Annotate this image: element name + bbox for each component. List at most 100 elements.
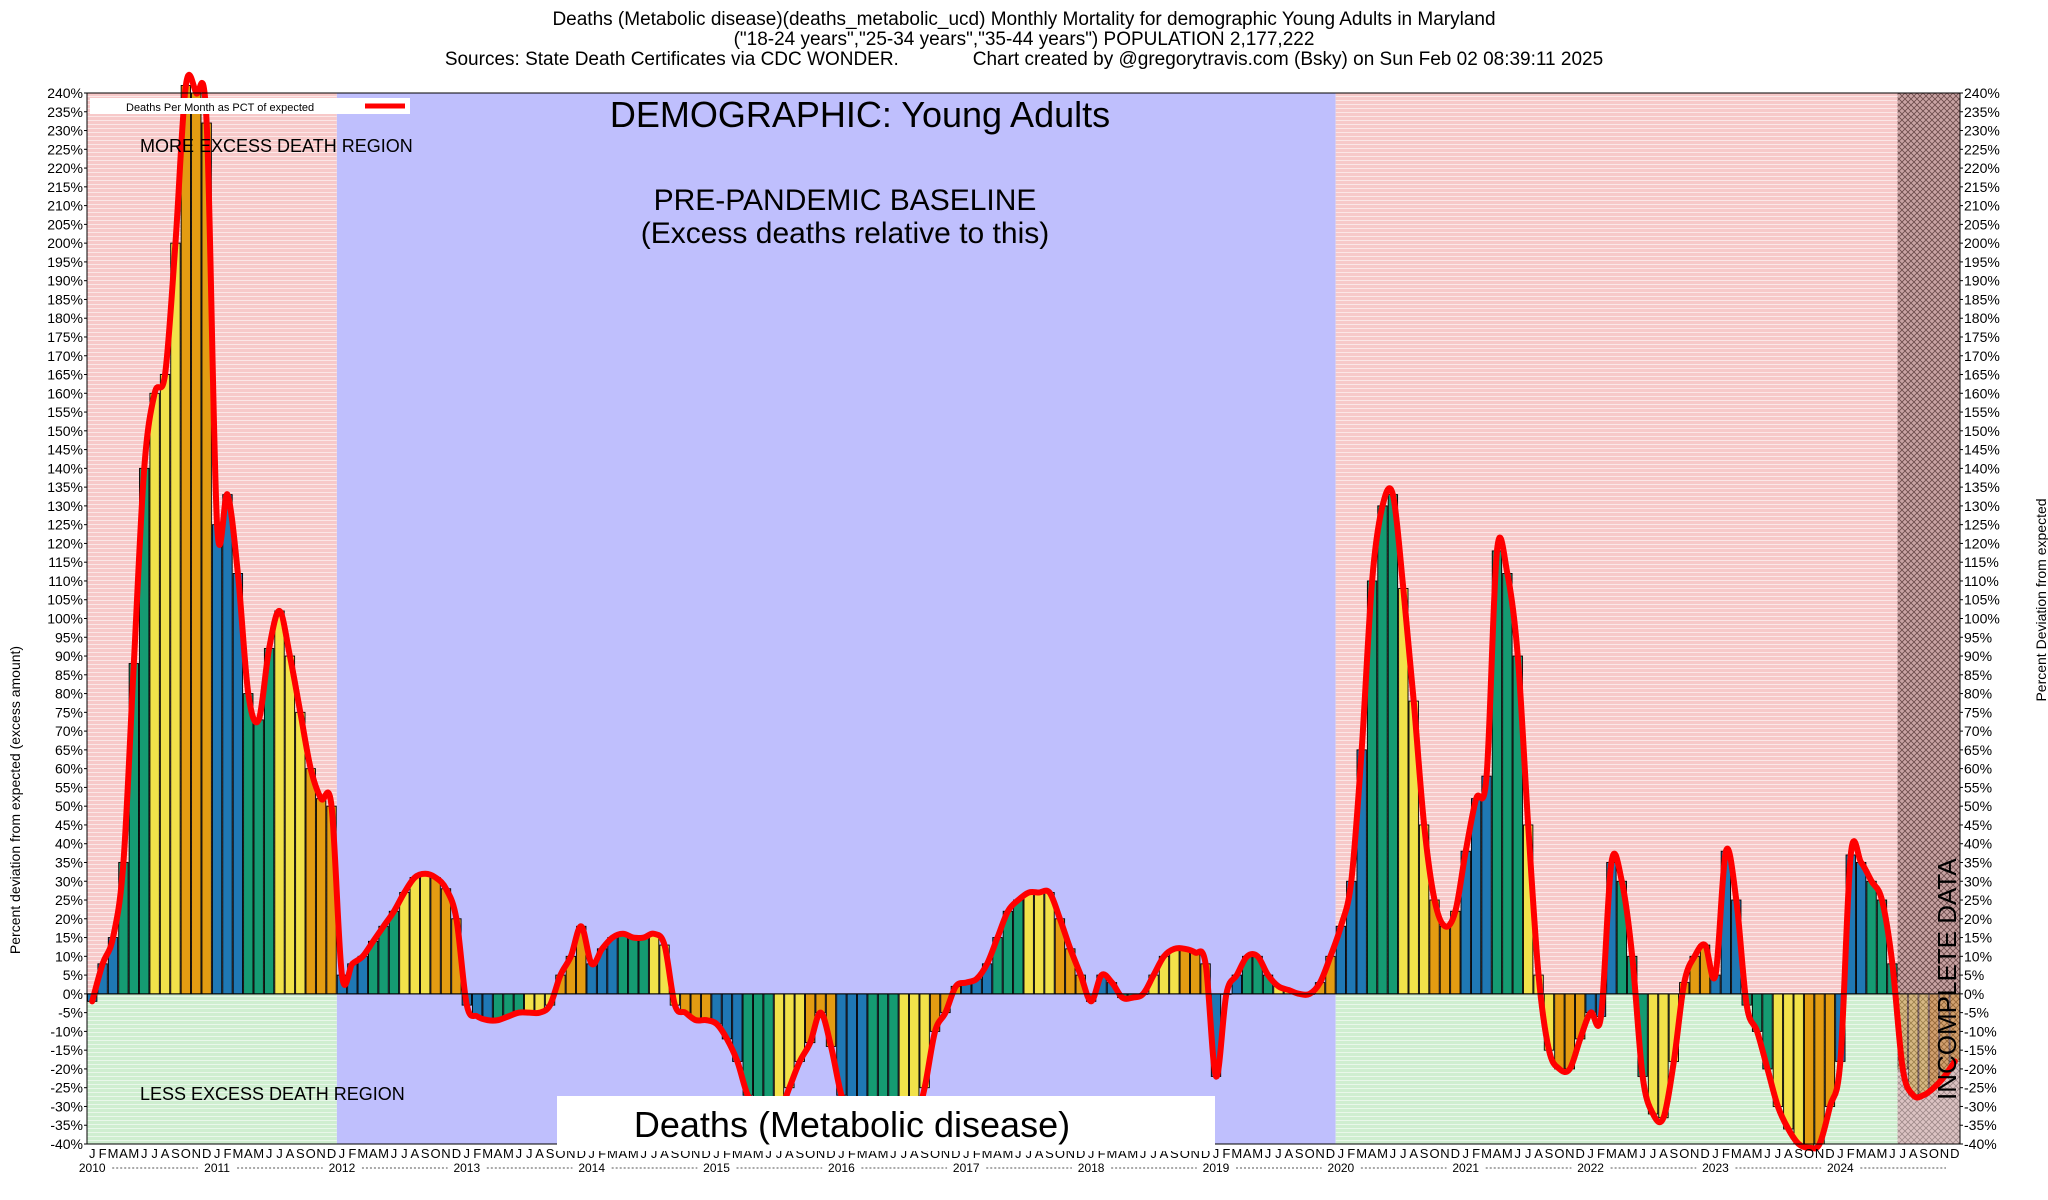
y-tick-label-left: 195% [47,254,83,270]
y-tick-label-right: 50% [1964,798,1992,814]
x-tick-month: N [1315,1146,1324,1161]
x-tick-month: O [1679,1146,1689,1161]
y-tick-label-right: 125% [1964,517,2000,533]
x-tick-month: M [878,1146,889,1161]
x-tick-month: N [1066,1146,1075,1161]
x-tick-month: O [1554,1146,1564,1161]
y-tick-label-left: 225% [47,141,83,157]
bar [378,925,389,995]
bar [1377,505,1388,995]
x-tick-month: F [973,1146,981,1161]
x-tick-month: J [214,1146,221,1161]
axes-layer: 240% 240% 235% 235% 230% 230% 225% 225% 220% 220%… [47,85,2000,1175]
bar [1033,892,1045,995]
x-tick-year: 2022 [1577,1161,1604,1175]
x-tick-month: A [785,1146,794,1161]
x-tick-month: M [1252,1146,1263,1161]
x-tick-month: O [1055,1146,1065,1161]
y-tick-label-left: 180% [47,310,83,326]
x-tick-month: S [1919,1146,1928,1161]
x-tick-month: N [816,1146,825,1161]
y-tick-label-left: 200% [47,235,83,251]
x-tick-month: S [171,1146,180,1161]
x-tick-month: J [89,1146,96,1161]
bar [305,768,316,995]
x-tick-month: J [901,1146,908,1161]
chart-header: Deaths (Metabolic disease)(deaths_metabo… [0,10,2048,70]
bar [149,392,160,995]
x-tick-month: A [1534,1146,1543,1161]
x-tick-month: M [753,1146,764,1161]
bar [1013,899,1024,995]
x-tick-month: D [826,1146,835,1161]
deviation-line-layer [89,72,1958,1152]
x-tick-year: 2019 [1203,1161,1230,1175]
bar [191,92,202,995]
less-excess-region-label: LESS EXCESS DEATH REGION [140,1084,405,1104]
y-tick-label-left: 75% [55,704,83,720]
x-tick-month: A [161,1146,170,1161]
y-tick-label-right: 90% [1964,648,1992,664]
x-tick-month: J [1837,1146,1844,1161]
x-tick-month: M [628,1146,639,1161]
x-tick-month: F [723,1146,731,1161]
x-tick-month: N [441,1146,450,1161]
bar [607,937,618,995]
footer-title: Deaths (Metabolic disease) [634,1104,1070,1145]
y-tick-label-left: 210% [47,198,83,214]
y-tick-label-right: 25% [1964,892,1992,908]
x-tick-month: D [1950,1146,1959,1161]
x-tick-year: 2021 [1452,1161,1479,1175]
x-tick-month: A [910,1146,919,1161]
y-tick-label-right: 175% [1964,329,2000,345]
x-tick-month: J [1712,1146,1719,1161]
y-tick-label-right: -35% [1964,1117,1997,1133]
x-tick-month: O [805,1146,815,1161]
bar [1824,993,1836,1107]
y-tick-label-left: 130% [47,498,83,514]
bar [399,892,410,995]
x-tick-month: M [732,1146,743,1161]
y-tick-label-right: 165% [1964,367,2000,383]
y-tick-label-right: -25% [1964,1080,1997,1096]
x-tick-month: J [276,1146,283,1161]
x-tick-month: M [1002,1146,1013,1161]
bar [753,993,764,1107]
y-tick-label-right: 20% [1964,911,1992,927]
x-tick-month: J [1275,1146,1282,1161]
x-tick-month: J [1889,1146,1896,1161]
x-tick-month: J [1775,1146,1782,1161]
bar [648,933,660,995]
x-tick-month: N [941,1146,950,1161]
x-tick-year: 2014 [578,1161,605,1175]
x-tick-month: M [1127,1146,1138,1161]
x-tick-month: F [1722,1146,1730,1161]
x-tick-month: S [795,1146,804,1161]
deviation-line [89,72,1958,1152]
y-tick-label-left: -5% [58,1005,83,1021]
bar [1169,948,1180,995]
x-tick-month: J [890,1146,897,1161]
x-tick-month: S [1794,1146,1803,1161]
less-excess-region-hatch [1335,993,1898,1144]
x-tick-month: F [1347,1146,1355,1161]
x-tick-month: J [401,1146,408,1161]
x-tick-month: M [1877,1146,1888,1161]
bar [1793,993,1804,1145]
x-tick-year: 2017 [953,1161,980,1175]
y-tick-label-right: 240% [1964,85,2000,101]
x-tick-year: 2016 [828,1161,855,1175]
x-tick-month: N [691,1146,700,1161]
x-tick-month: O [181,1146,191,1161]
x-tick-month: M [503,1146,514,1161]
y-tick-label-right: 215% [1964,179,2000,195]
x-tick-month: N [1815,1146,1824,1161]
x-tick-month: F [1222,1146,1230,1161]
y-tick-label-right: 45% [1964,817,1992,833]
y-tick-label-right: 115% [1964,554,1999,570]
x-tick-month: J [1015,1146,1022,1161]
x-tick-month: F [99,1146,107,1161]
x-tick-month: J [1265,1146,1272,1161]
x-tick-month: A [619,1146,628,1161]
legend-label: Deaths Per Month as PCT of expected [126,102,314,114]
